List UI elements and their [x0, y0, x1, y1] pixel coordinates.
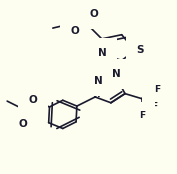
Text: O: O: [70, 26, 79, 36]
Text: O: O: [29, 95, 38, 105]
Text: O: O: [89, 9, 98, 19]
Text: O: O: [18, 119, 27, 129]
Text: F: F: [139, 111, 145, 120]
Text: S: S: [136, 45, 144, 56]
Text: N: N: [112, 69, 121, 79]
Text: F: F: [151, 102, 157, 111]
Text: N: N: [94, 76, 103, 86]
Text: F: F: [154, 85, 160, 94]
Text: N: N: [98, 48, 107, 58]
